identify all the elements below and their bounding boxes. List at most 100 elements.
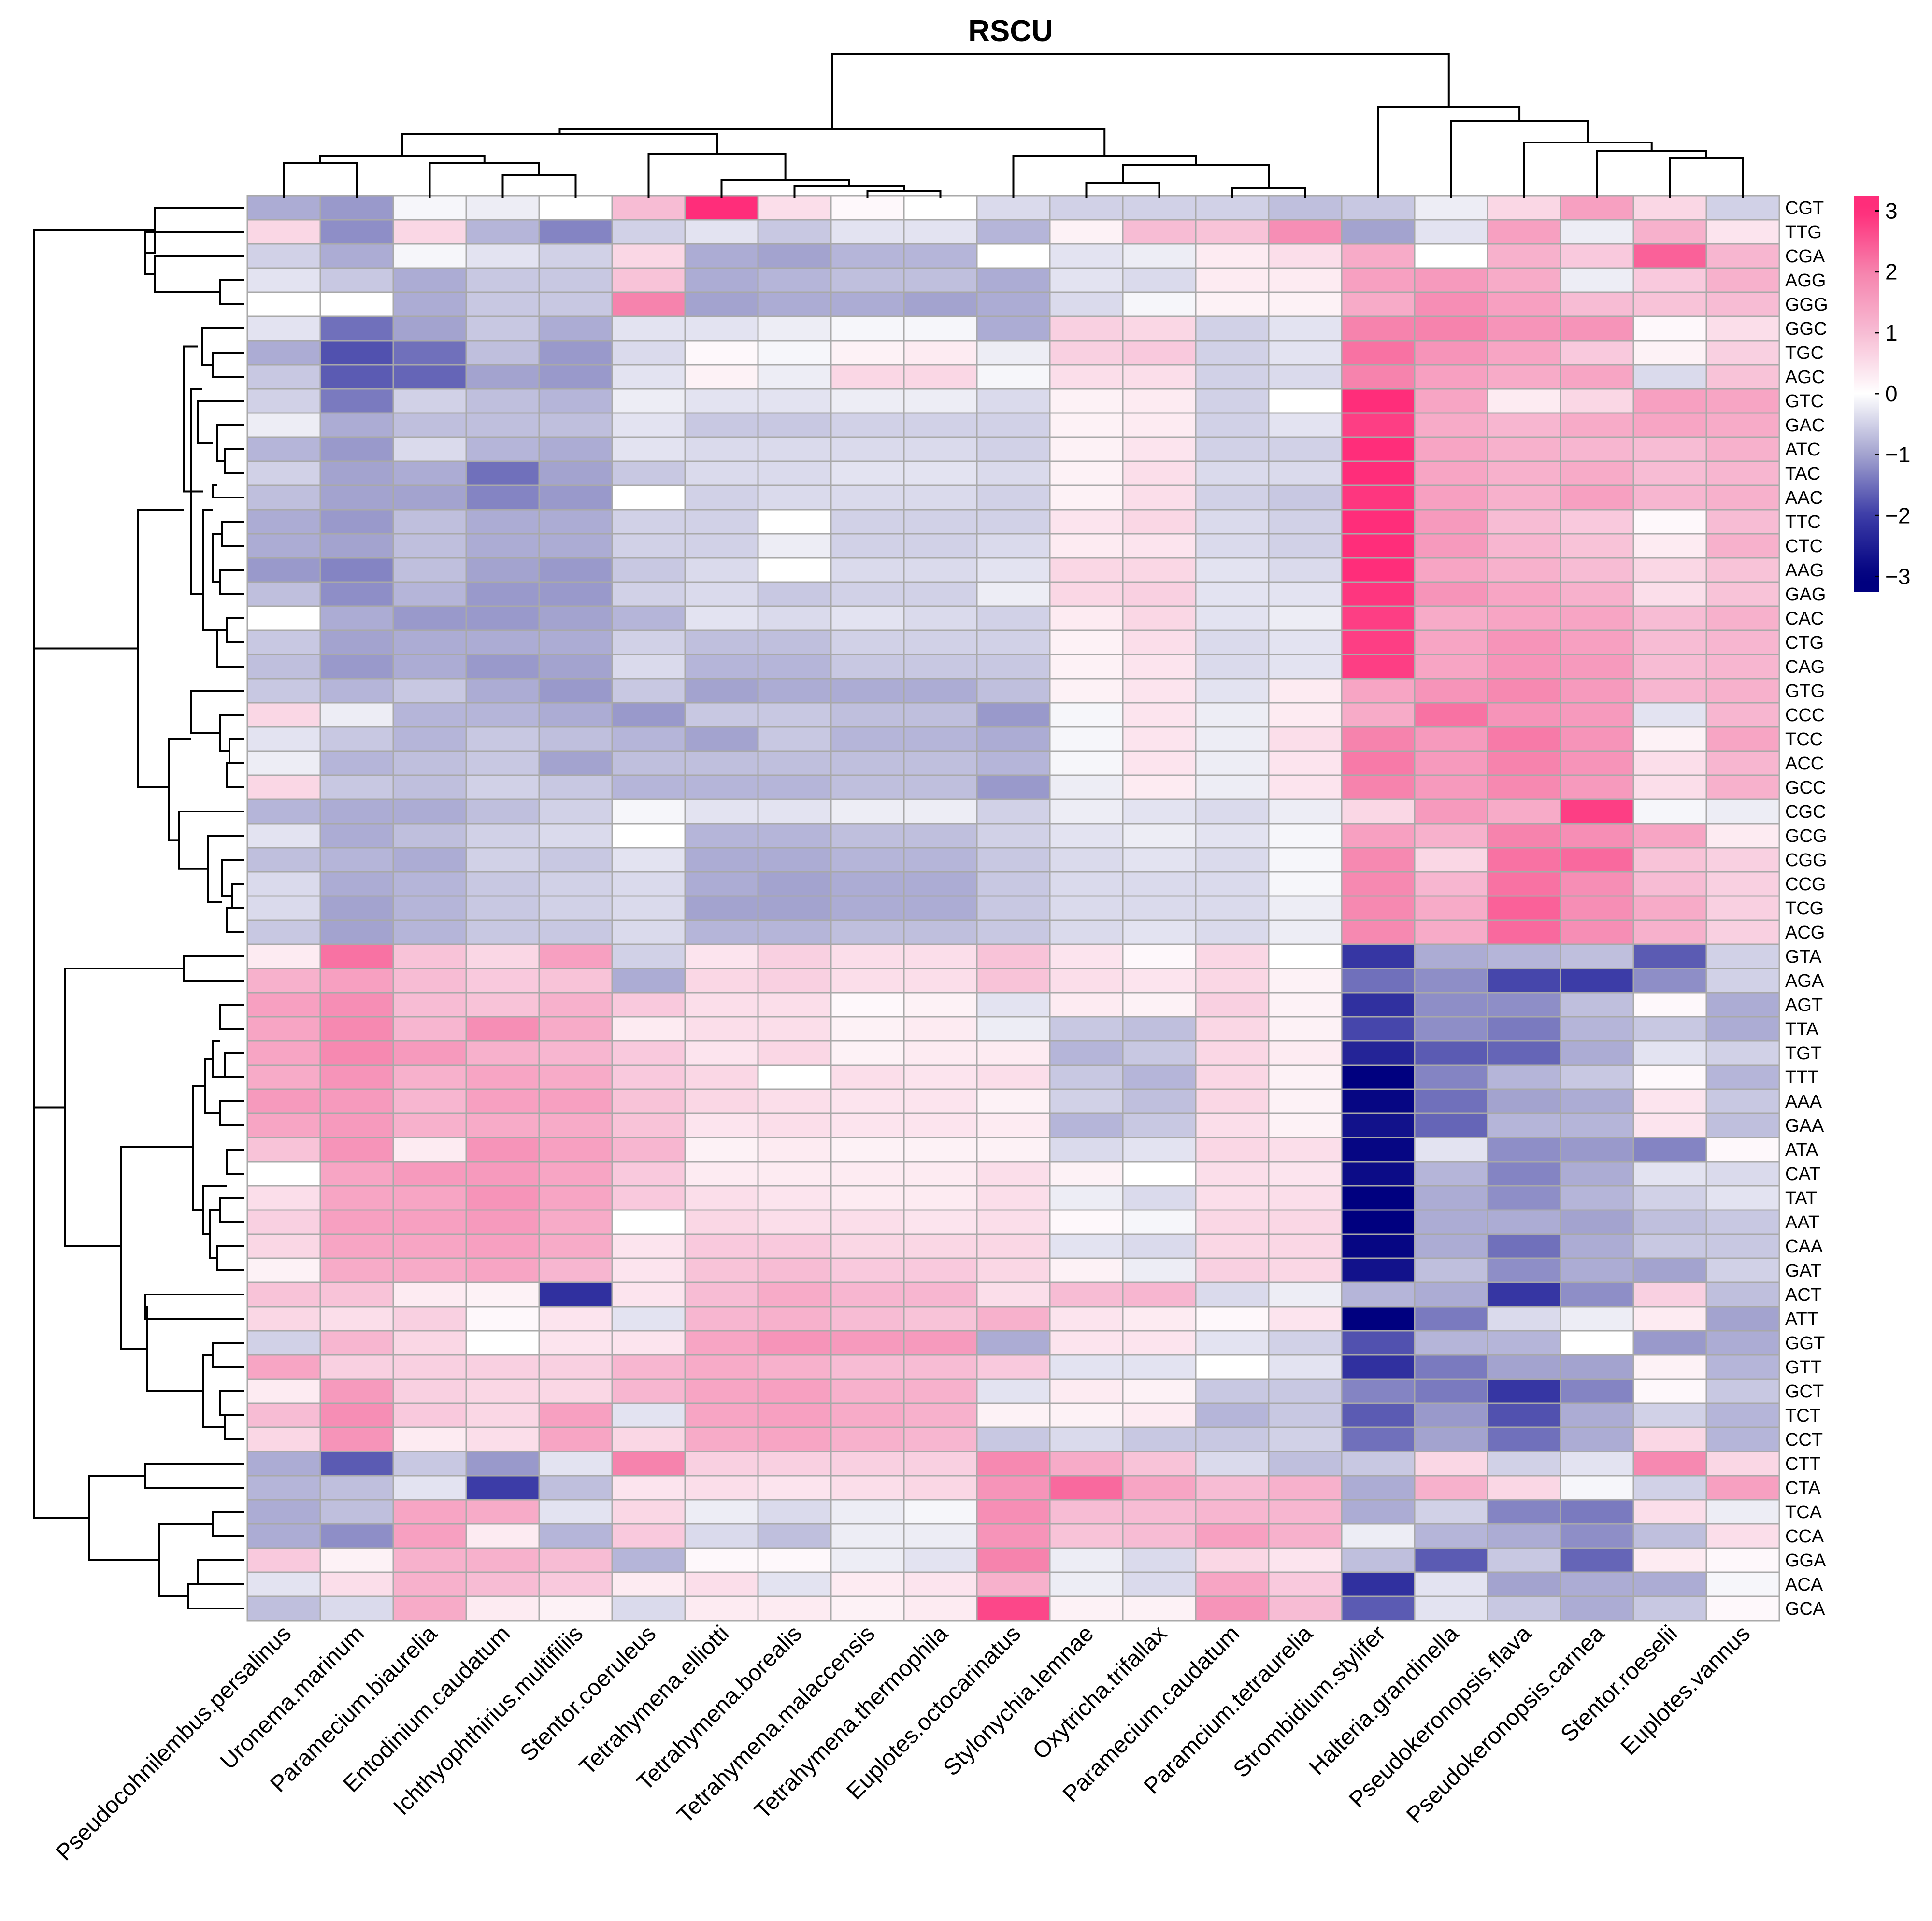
heatmap-cell — [1049, 992, 1124, 1018]
heatmap-cell — [1341, 1064, 1416, 1090]
heatmap-cell — [1632, 943, 1707, 969]
heatmap-cell — [1268, 436, 1343, 462]
heatmap-cell — [1049, 436, 1124, 462]
heatmap-cell — [1632, 412, 1707, 438]
heatmap-cell — [1632, 847, 1707, 873]
heatmap-cell — [246, 678, 321, 704]
heatmap-cell — [1705, 1547, 1780, 1573]
heatmap-cell — [830, 726, 905, 752]
heatmap-cell — [1341, 1040, 1416, 1066]
row-dendrogram-link — [212, 484, 244, 498]
heatmap-cell — [1414, 871, 1488, 897]
heatmap-cell — [1049, 1185, 1124, 1211]
heatmap-cell — [684, 1523, 759, 1549]
heatmap-cell — [830, 1112, 905, 1138]
row-label: AAA — [1785, 1092, 1822, 1112]
heatmap-cell — [684, 412, 759, 438]
heatmap-cell — [611, 267, 686, 293]
heatmap-cell — [1414, 1112, 1488, 1138]
heatmap-cell — [1341, 943, 1416, 969]
heatmap-cell — [246, 871, 321, 897]
heatmap-cell — [319, 1330, 394, 1356]
heatmap-cell — [319, 605, 394, 631]
heatmap-cell — [465, 340, 540, 366]
heatmap-cell — [246, 1475, 321, 1501]
heatmap-cell — [1414, 1451, 1488, 1477]
heatmap-cell — [976, 1354, 1051, 1380]
heatmap-cell — [1632, 1426, 1707, 1452]
heatmap-cell — [757, 605, 832, 631]
heatmap-cell — [1705, 750, 1780, 776]
heatmap-cell — [538, 315, 613, 342]
heatmap-cell — [246, 1088, 321, 1114]
heatmap-cell — [538, 919, 613, 945]
heatmap-cell — [1632, 484, 1707, 511]
heatmap-cell — [1341, 1185, 1416, 1211]
heatmap-cell — [465, 557, 540, 583]
heatmap-cell — [319, 267, 394, 293]
heatmap-cell — [757, 1016, 832, 1042]
heatmap-cell — [903, 1161, 978, 1187]
row-label: CGA — [1785, 246, 1825, 267]
heatmap-cell — [465, 1595, 540, 1622]
heatmap-cell — [1632, 1137, 1707, 1163]
heatmap-cell — [1049, 968, 1124, 994]
heatmap-cell — [1341, 847, 1416, 873]
heatmap-cell — [1560, 992, 1634, 1018]
heatmap-cell — [1487, 412, 1561, 438]
heatmap-cell — [1049, 823, 1124, 849]
heatmap-cell — [1560, 1378, 1634, 1404]
heatmap-cell — [976, 1451, 1051, 1477]
heatmap-cell — [246, 1064, 321, 1090]
heatmap-cell — [392, 1281, 467, 1308]
heatmap-cell — [1487, 726, 1561, 752]
heatmap-cell — [1414, 1281, 1488, 1308]
heatmap-cell — [392, 726, 467, 752]
heatmap-cell — [1195, 774, 1270, 800]
heatmap-cell — [1341, 1354, 1416, 1380]
row-label: GCC — [1785, 778, 1826, 798]
heatmap-cell — [1195, 195, 1270, 221]
heatmap-cell — [1487, 654, 1561, 680]
heatmap-cell — [830, 1064, 905, 1090]
heatmap-cell — [1195, 992, 1270, 1018]
heatmap-cell — [465, 1040, 540, 1066]
heatmap-cell — [611, 388, 686, 414]
heatmap-cell — [1268, 1378, 1343, 1404]
heatmap-cell — [465, 1137, 540, 1163]
heatmap-cell — [538, 460, 613, 486]
heatmap-cell — [1487, 1523, 1561, 1549]
heatmap-cell — [684, 460, 759, 486]
heatmap-cell — [246, 509, 321, 535]
heatmap-cell — [1195, 726, 1270, 752]
heatmap-cell — [1268, 1185, 1343, 1211]
heatmap-cell — [1049, 1523, 1124, 1549]
heatmap-cell — [1122, 1547, 1197, 1573]
heatmap-cell — [1195, 581, 1270, 607]
heatmap-cell — [1341, 750, 1416, 776]
heatmap-cell — [1195, 1354, 1270, 1380]
heatmap-cell — [538, 774, 613, 800]
heatmap-cell — [392, 1016, 467, 1042]
heatmap-cell — [246, 798, 321, 825]
heatmap-cell — [538, 1451, 613, 1477]
heatmap-cell — [684, 1112, 759, 1138]
heatmap-cell — [1560, 1547, 1634, 1573]
heatmap-cell — [538, 340, 613, 366]
heatmap-cell — [903, 871, 978, 897]
heatmap-cell — [684, 847, 759, 873]
heatmap-cell — [684, 919, 759, 945]
heatmap-cell — [611, 1451, 686, 1477]
heatmap-cell — [465, 871, 540, 897]
heatmap-cell — [1122, 1475, 1197, 1501]
heatmap-cell — [1632, 267, 1707, 293]
heatmap-cell — [1560, 678, 1634, 704]
heatmap-cell — [319, 1571, 394, 1597]
heatmap-cell — [1195, 1402, 1270, 1428]
heatmap-cell — [1632, 1306, 1707, 1332]
heatmap-cell — [903, 1306, 978, 1332]
heatmap-cell — [611, 654, 686, 680]
heatmap-cell — [246, 364, 321, 390]
heatmap-cell — [1195, 1523, 1270, 1549]
heatmap-cell — [1560, 1571, 1634, 1597]
